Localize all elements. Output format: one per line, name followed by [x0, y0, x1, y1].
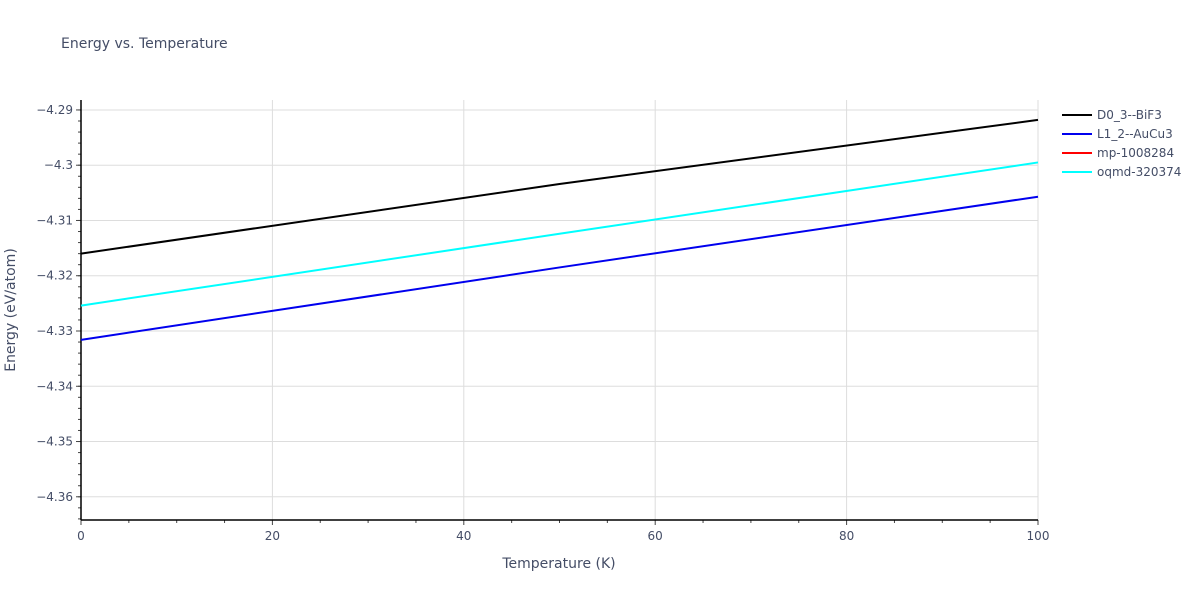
legend-label: L1_2--AuCu3 [1097, 127, 1173, 141]
x-tick-label: 20 [265, 529, 280, 543]
y-axis-title: Energy (eV/atom) [3, 248, 19, 372]
y-tick-label: −4.35 [36, 435, 73, 449]
grid-lines [81, 100, 1039, 520]
legend-label: oqmd-320374 [1097, 165, 1181, 179]
y-tick-label: −4.34 [36, 379, 73, 393]
x-tick-label: 0 [77, 529, 85, 543]
series-line-oqmd-320374 [80, 161, 1039, 307]
legend-item[interactable]: L1_2--AuCu3 [1062, 127, 1173, 141]
legend-label: mp-1008284 [1097, 146, 1174, 160]
x-axis-title: Temperature (K) [501, 556, 615, 572]
y-tick-label: −4.29 [36, 103, 73, 117]
chart-title: Energy vs. Temperature [61, 36, 228, 52]
legend[interactable]: D0_3--BiF3 L1_2--AuCu3 mp-1008284 oqmd-3203… [1062, 108, 1181, 179]
axes: 0 20 40 60 80 100 −4.29 −4.3 −4.31 −4.32 −4.33 −4.3… [36, 100, 1049, 543]
y-tick-label: −4.32 [36, 269, 73, 283]
y-tick-label: −4.36 [36, 490, 73, 504]
series-line-L1_2--AuCu3 [80, 195, 1039, 341]
x-tick-label: 100 [1027, 529, 1050, 543]
legend-item[interactable]: mp-1008284 [1062, 146, 1174, 160]
y-tick-label: −4.3 [44, 158, 73, 172]
x-tick-label: 60 [648, 529, 663, 543]
y-tick-label: −4.33 [36, 324, 73, 338]
data-lines [80, 118, 1039, 341]
y-tick-label: −4.31 [36, 213, 73, 227]
series-line-D0_3--BiF3 [80, 118, 1039, 255]
x-tick-label: 80 [839, 529, 854, 543]
x-tick-label: 40 [456, 529, 471, 543]
legend-item[interactable]: D0_3--BiF3 [1062, 108, 1162, 122]
legend-item[interactable]: oqmd-320374 [1062, 165, 1181, 179]
legend-label: D0_3--BiF3 [1097, 108, 1162, 122]
